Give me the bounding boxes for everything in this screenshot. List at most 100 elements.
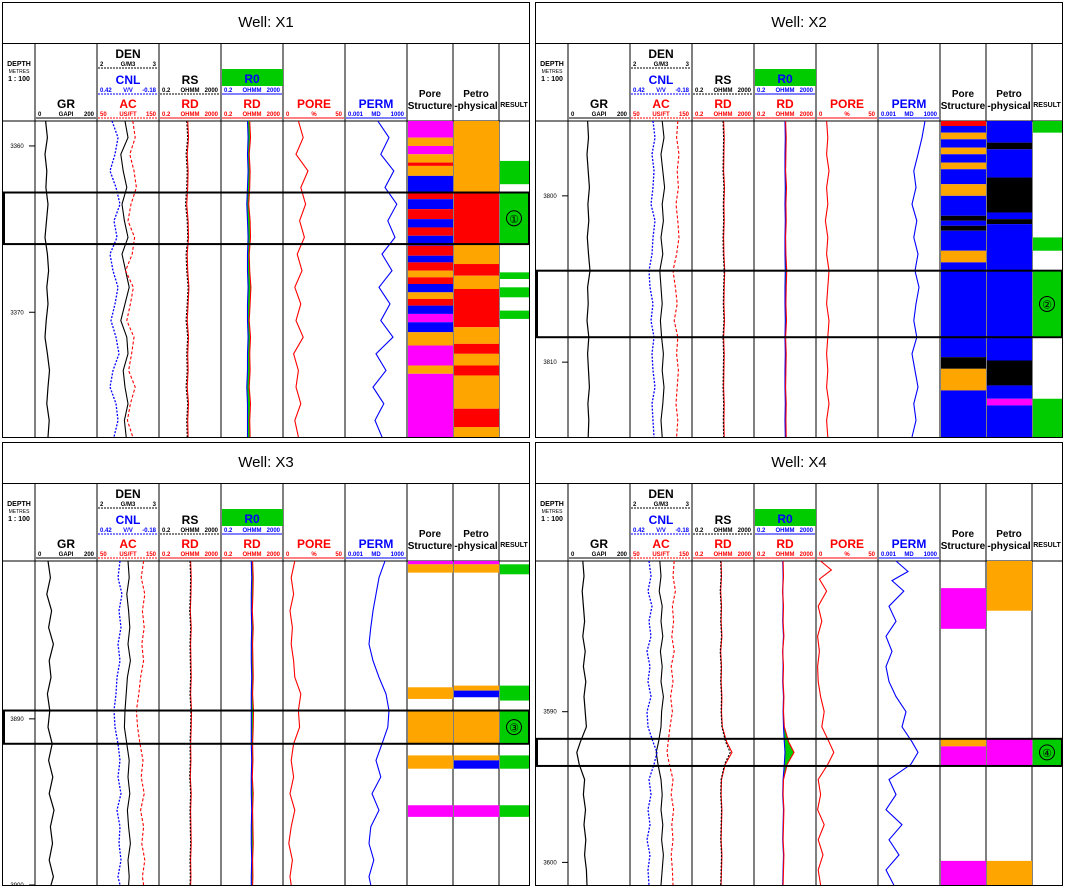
petrophysical-block [987,219,1032,225]
den-curve-name: DEN [648,47,673,61]
den-scale-max: 3 [686,502,690,508]
cnl-curve [646,560,658,885]
rs-scale-unit: OHMM [714,528,733,534]
depth-tick-label: 3600 [543,860,557,866]
pore-structure-block [408,283,453,293]
result-block [1033,121,1062,133]
perm-scale-min: 0.001 [348,552,364,558]
ac-scale-min: 50 [633,112,640,118]
pore-structure-header-line1: Pore [419,89,442,100]
petrophysical-block [454,264,499,276]
ac-scale-unit: US/FT [652,112,670,118]
r0-header-fill [755,509,816,526]
pore-structure-block [408,298,453,306]
pore-structure-header-line1: Pore [419,529,442,540]
den-scale-max: 3 [686,62,690,68]
rd2-scale-min: 0.2 [757,552,766,558]
gr-curve-name: GR [590,537,608,551]
rd2-scale-unit: OHMM [243,112,262,118]
pore-structure-block [408,687,453,699]
pore-structure-block [941,746,986,766]
interval-marker-circle [1039,295,1055,312]
gr-scale-unit: GAPI [59,552,74,558]
pore-structure-block [408,313,453,323]
gr-scale-min: 0 [571,552,575,558]
petrophysical-block [454,343,499,354]
petrophysical-block [987,385,1032,399]
rs-curve [184,120,189,437]
petrophysical-block [454,427,499,437]
pore-curve-name: PORE [830,97,864,111]
pore-structure-block [941,125,986,133]
ac-curve-name: AC [652,537,670,551]
cnl-curve [648,120,656,437]
ac-scale-unit: US/FT [119,112,137,118]
perm-scale-max: 1000 [924,112,938,118]
pore-structure-block [941,357,986,369]
pore-structure-block [408,373,453,437]
den-curve [120,120,130,437]
pore-curve [817,560,835,885]
petrophysical-block [454,327,499,344]
petrophysical-block [987,738,1032,766]
cnl-scale-min: 0.42 [100,88,112,94]
pore-structure-block [408,137,453,146]
pore-curve-name: PORE [297,97,331,111]
petrophysical-block [987,561,1032,611]
cnl-curve [113,560,123,885]
rd2-scale-unit: OHMM [243,552,262,558]
pore-structure-block [941,195,986,216]
pore-structure-block [408,192,453,200]
pore-scale-min: 0 [286,552,290,558]
r0-header-fill [222,509,283,526]
r0-scale-min: 0.2 [757,88,766,94]
r0-scale-unit: OHMM [243,528,262,534]
depth-header-scale: 1 : 100 [541,76,563,83]
petrophysical-block [454,561,499,565]
rd-curve-r0-track [251,560,255,885]
r0-header-fill [755,69,816,86]
pore-structure-block [408,145,453,155]
depth-header-label: DEPTH [540,61,564,68]
petrophysical-block [454,564,499,573]
pore-scale-min: 0 [819,552,823,558]
depth-header-label: DEPTH [7,501,31,508]
den-scale-min: 2 [633,502,637,508]
pore-structure-block [408,270,453,278]
interval-marker-label: ③ [509,723,519,735]
rs-curve-name: RS [715,73,732,87]
pore-curve-name: PORE [297,537,331,551]
r0-scale-max: 2000 [267,88,281,94]
interval-marker-label: ① [509,214,519,226]
pore-structure-block [408,199,453,210]
pore-scale-max: 50 [868,552,875,558]
rs-curve-name: RS [715,513,732,527]
cnl-scale-max: -0.18 [142,88,156,94]
ac-scale-max: 150 [679,552,690,558]
ac-curve [672,120,680,437]
petrophysical-block [454,192,499,245]
ac-scale-unit: US/FT [119,552,137,558]
cnl-scale-unit: V/V [656,88,666,94]
perm-scale-max: 1000 [391,112,405,118]
pore-structure-block [941,154,986,163]
rs-curve-name: RS [182,513,199,527]
interval-result-fill [1033,739,1061,765]
r0-scale-min: 0.2 [224,528,233,534]
petrophysical-block [454,805,499,817]
petro-header-line2: -physical [987,541,1031,552]
result-block [500,564,529,575]
gr-scale-min: 0 [571,112,575,118]
den-curve-name: DEN [115,487,140,501]
ac-scale-max: 150 [146,552,157,558]
cnl-scale-min: 0.42 [633,528,645,534]
interval-result-fill [500,193,528,244]
cnl-scale-unit: V/V [656,528,666,534]
pore-curve [293,120,309,437]
petrophysical-block [454,275,499,289]
result-header: RESULT [500,542,528,549]
r0-scale-unit: OHMM [243,88,262,94]
rs-scale-min: 0.2 [162,528,171,534]
